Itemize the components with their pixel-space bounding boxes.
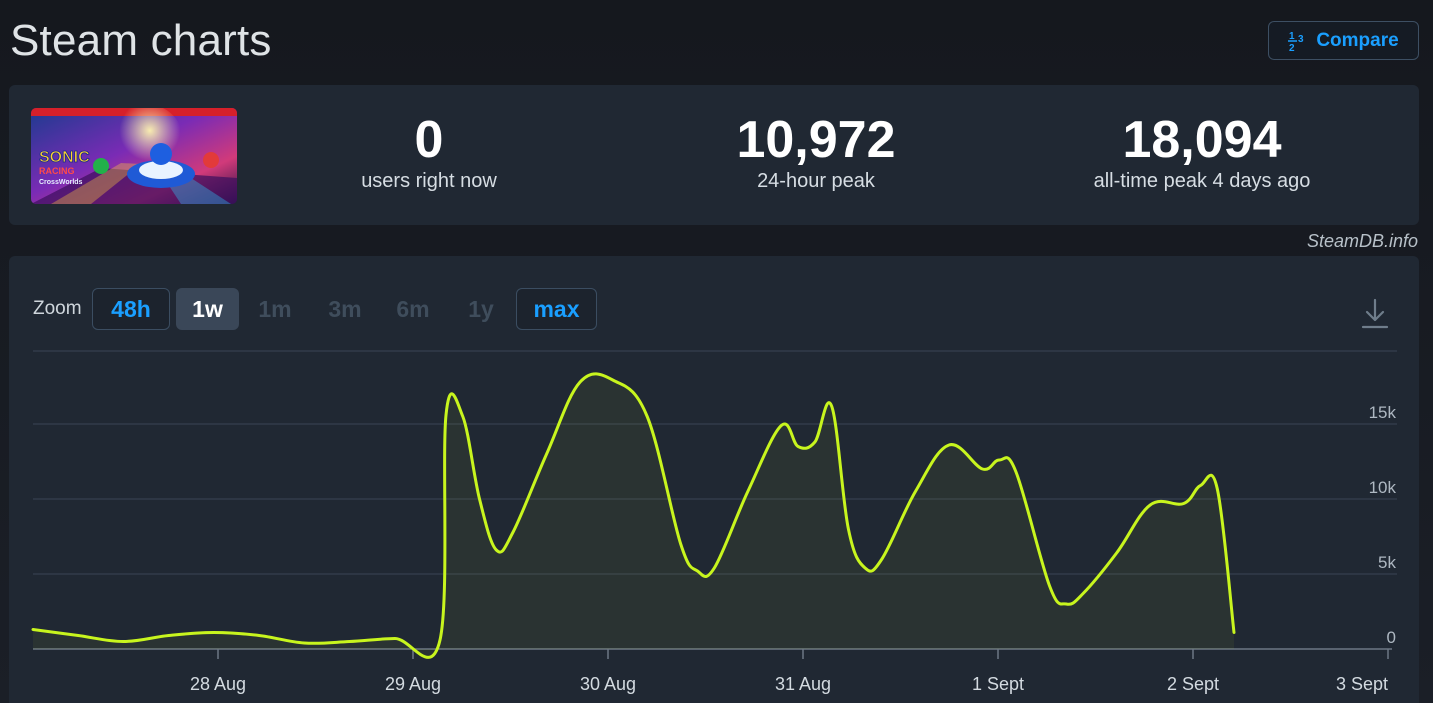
stat-value: 10,972 xyxy=(736,111,896,169)
x-tick-label: 29 Aug xyxy=(385,674,441,694)
player-count-chart: 0 5k 10k 15k 28 Aug 29 Aug 30 Aug 31 Aug 1 Sept 2… xyxy=(31,350,1397,694)
svg-text:RACING: RACING xyxy=(39,166,75,176)
chart-panel: Zoom 48h 1w 1m 3m 6m 1y max xyxy=(9,256,1419,703)
download-icon[interactable] xyxy=(1361,298,1389,335)
zoom-max-button[interactable]: max xyxy=(516,288,597,330)
stat-all-time-peak: 18,094 all-time peak 4 days ago xyxy=(1052,111,1352,193)
stat-label: all-time peak 4 days ago xyxy=(1093,170,1311,192)
y-tick-label: 5k xyxy=(1378,553,1396,572)
fraction-icon: 1 3 2 xyxy=(1288,29,1308,53)
game-thumbnail[interactable]: SONIC RACING CrossWorlds xyxy=(31,108,237,204)
attribution: SteamDB.info xyxy=(1306,231,1418,251)
x-tick-label: 1 Sept xyxy=(972,674,1024,694)
compare-button[interactable]: 1 3 2 Compare xyxy=(1268,21,1419,60)
stat-label: users right now xyxy=(361,170,497,192)
svg-text:CrossWorlds: CrossWorlds xyxy=(39,179,83,186)
stats-panel: SONIC RACING CrossWorlds 0 users right n… xyxy=(9,85,1419,225)
svg-text:SONIC: SONIC xyxy=(39,149,90,166)
series-line xyxy=(31,372,1236,659)
zoom-label: Zoom xyxy=(33,298,82,319)
x-tick-label: 30 Aug xyxy=(580,674,636,694)
stat-value: 18,094 xyxy=(1122,111,1282,169)
zoom-48h-button[interactable]: 48h xyxy=(92,288,170,330)
stat-24h-peak: 10,972 24-hour peak xyxy=(716,111,916,193)
stat-value: 0 xyxy=(414,111,444,169)
zoom-1w-button[interactable]: 1w xyxy=(176,288,239,330)
zoom-6m-button: 6m xyxy=(396,295,430,322)
y-tick-label: 0 xyxy=(1387,628,1396,647)
zoom-1m-button: 1m xyxy=(258,295,292,322)
stat-label: 24-hour peak xyxy=(757,170,875,192)
stat-current-users: 0 users right now xyxy=(329,111,529,193)
page-title: Steam charts xyxy=(10,16,272,65)
x-tick-label: 31 Aug xyxy=(775,674,831,694)
svg-text:3: 3 xyxy=(1298,34,1304,45)
x-tick-label: 28 Aug xyxy=(190,674,246,694)
zoom-3m-button: 3m xyxy=(328,295,362,322)
y-tick-label: 15k xyxy=(1369,403,1397,422)
svg-text:1: 1 xyxy=(1289,31,1295,42)
series-area xyxy=(33,373,1234,658)
x-tick-label: 2 Sept xyxy=(1167,674,1219,694)
compare-label: Compare xyxy=(1316,29,1399,51)
svg-text:2: 2 xyxy=(1289,43,1295,53)
x-tick-label: 3 Sept xyxy=(1336,674,1388,694)
zoom-1y-button: 1y xyxy=(468,295,494,322)
y-tick-label: 10k xyxy=(1369,478,1397,497)
